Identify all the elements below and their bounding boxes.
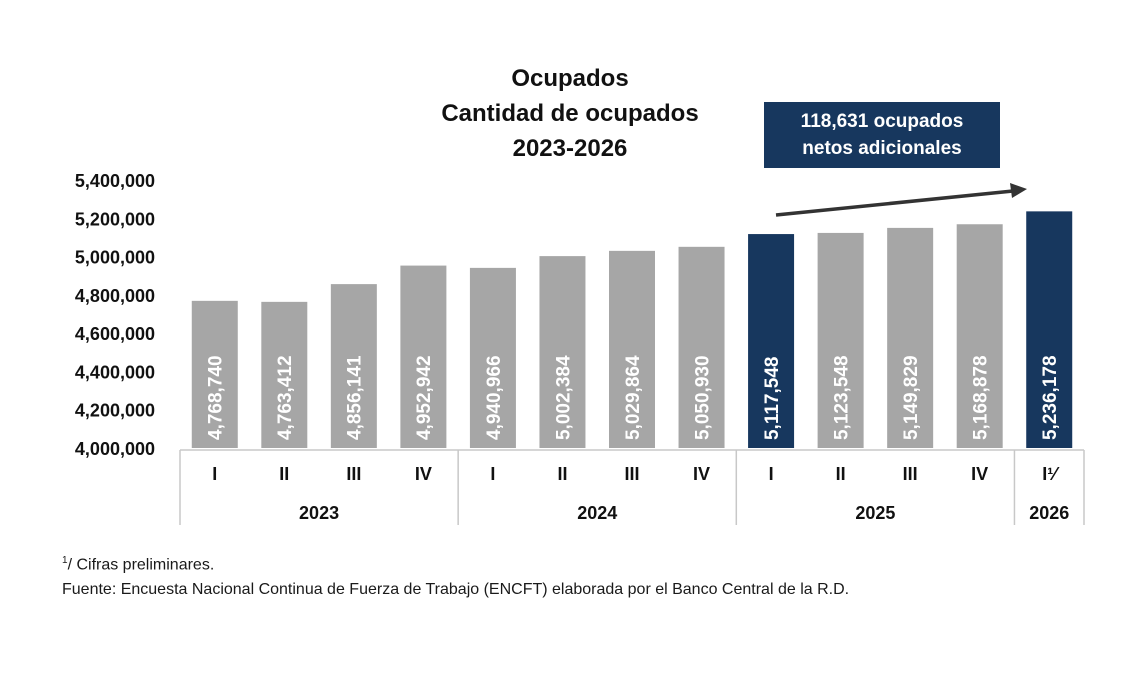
y-tick-label: 4,800,000 (75, 286, 155, 306)
bar (1026, 211, 1073, 448)
bar (678, 246, 725, 448)
footnotes: 1/ Cifras preliminares. Fuente: Encuesta… (62, 548, 849, 602)
y-tick-label: 4,200,000 (75, 401, 155, 421)
y-tick-label: 4,600,000 (75, 324, 155, 344)
bar (539, 256, 586, 448)
bar-value-label: 5,149,829 (901, 355, 922, 440)
annotation-callout: 118,631 ocupados netos adicionales (764, 102, 1000, 168)
x-year-label: 2025 (855, 503, 895, 523)
x-tick-label: I¹⁄ (1042, 464, 1060, 484)
y-tick-label: 5,000,000 (75, 248, 155, 268)
x-tick-label: I (769, 464, 774, 484)
bar-value-label: 5,236,178 (1040, 355, 1061, 440)
chart-title: Ocupados Cantidad de ocupados 2023-2026 (441, 65, 698, 162)
bar (817, 232, 864, 448)
annotation-line-1: 118,631 ocupados (801, 111, 964, 132)
x-tick-label: I (212, 464, 217, 484)
bar (469, 267, 516, 448)
x-tick-label: IV (693, 464, 710, 484)
bar-value-label: 4,763,412 (275, 355, 296, 440)
x-tick-label: II (557, 464, 567, 484)
x-axis: I II III IV I II III IV I II III IV I¹⁄2023 2024 2025 2… (179, 449, 1085, 525)
x-tick-label: I (490, 464, 495, 484)
x-tick-label: III (903, 464, 918, 484)
x-tick-label: II (836, 464, 846, 484)
bar (261, 301, 308, 448)
bar-value-label: 4,768,740 (206, 355, 227, 440)
bar (191, 300, 238, 448)
x-tick-label: II (279, 464, 289, 484)
footnote-marker: 1 (62, 555, 68, 566)
y-tick-label: 5,400,000 (75, 171, 155, 191)
y-tick-label: 4,000,000 (75, 439, 155, 459)
footnote-preliminary: 1/ Cifras preliminares. (62, 548, 849, 577)
bar-value-label: 4,856,141 (345, 355, 366, 440)
x-year-label: 2026 (1029, 503, 1069, 523)
bar-value-label: 5,050,930 (692, 355, 713, 440)
bar-value-label: 5,117,548 (762, 357, 783, 440)
chart-title-line-3: 2023-2026 (513, 135, 628, 162)
chart-title-line-1: Ocupados (511, 65, 628, 92)
annotation-line-2: netos adicionales (802, 138, 961, 159)
annotation-box (764, 102, 1000, 168)
footnote-preliminary-text: / Cifras preliminares. (67, 556, 215, 574)
y-tick-label: 5,200,000 (75, 209, 155, 229)
bar (956, 224, 1003, 448)
bar (400, 265, 447, 448)
x-tick-label: III (624, 464, 639, 484)
bar-value-label: 5,002,384 (553, 355, 574, 440)
trend-arrow-head (1010, 183, 1027, 198)
x-year-label: 2023 (299, 503, 339, 523)
bar (330, 284, 377, 448)
x-tick-label: III (346, 464, 361, 484)
bar-value-label: 5,029,864 (623, 355, 644, 440)
x-tick-label: IV (971, 464, 988, 484)
footnote-source: Fuente: Encuesta Nacional Continua de Fu… (62, 581, 850, 599)
y-axis: 4,000,000 4,200,000 4,400,000 4,600,000 4,80… (75, 171, 155, 459)
x-year-label: 2024 (577, 503, 617, 523)
trend-arrow-line (775, 189, 1014, 217)
bar (887, 227, 934, 448)
bar-value-label: 4,952,942 (414, 355, 435, 440)
bar (748, 234, 795, 448)
chart-title-line-2: Cantidad de ocupados (441, 100, 698, 127)
bar-value-label: 4,940,966 (484, 355, 505, 440)
bar-value-label: 5,168,878 (971, 355, 992, 440)
y-tick-label: 4,400,000 (75, 362, 155, 382)
chart: Ocupados Cantidad de ocupados 2023-2026 … (75, 65, 1085, 525)
bars: 4,768,740 4,763,412 4,856,141 4,952,942 4,94… (191, 211, 1073, 448)
bar (609, 250, 655, 448)
bar-value-label: 5,123,548 (831, 355, 852, 440)
x-tick-label: IV (415, 464, 432, 484)
trend-arrow (775, 183, 1027, 217)
